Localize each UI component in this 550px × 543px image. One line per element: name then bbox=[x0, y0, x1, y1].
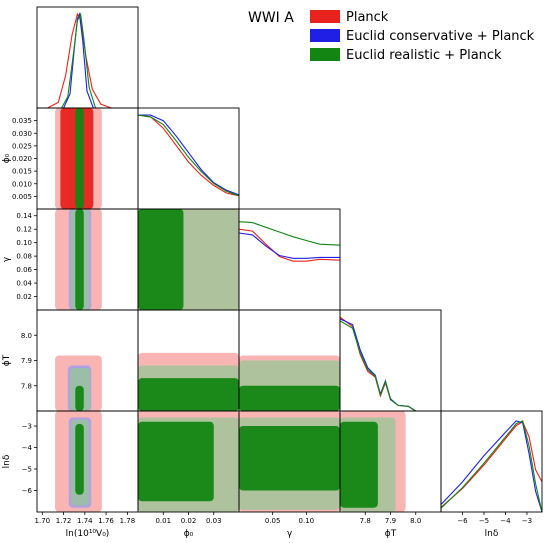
marginal-lndelta-planck bbox=[440, 421, 543, 508]
marginal-phiT-euclid-realistic-planck bbox=[339, 320, 417, 412]
contour-fills bbox=[55, 108, 406, 512]
y-tick-label-lndelta: −3 bbox=[22, 423, 32, 431]
x-axis-label-gamma: γ bbox=[287, 529, 293, 539]
y-tick-label-phi0: 0.035 bbox=[12, 117, 32, 125]
contour-phi0-lndelta-euclid-realistic-planck-68 bbox=[138, 421, 214, 502]
y-tick-label-gamma: 0.06 bbox=[16, 266, 32, 274]
panel-lndelta-lndelta bbox=[440, 410, 543, 513]
y-tick-label-phi0: 0.005 bbox=[12, 193, 32, 201]
contour-lnV0-gamma-euclid-realistic-planck-68 bbox=[75, 209, 84, 310]
contour-lnV0-phiT-euclid-realistic-planck-68 bbox=[75, 385, 84, 411]
y-tick-label-phi0: 0.010 bbox=[12, 180, 32, 188]
x-tick-label-gamma: 0.10 bbox=[299, 517, 315, 525]
x-tick-label-phi0: 0.03 bbox=[206, 517, 222, 525]
marginal-curves bbox=[47, 12, 543, 513]
x-tick-label-phi0: 0.02 bbox=[181, 517, 197, 525]
x-axis-label-phiT: ϕT bbox=[385, 529, 397, 539]
x-axis-label-lndelta: lnδ bbox=[485, 529, 499, 539]
contour-lnV0-phi0-euclid-realistic-planck-68 bbox=[75, 108, 84, 209]
y-axis-label-gamma: γ bbox=[2, 256, 12, 262]
y-tick-label-phi0: 0.030 bbox=[12, 130, 32, 138]
x-tick-label-lnV0: 1.78 bbox=[120, 517, 136, 525]
y-axis-label-phi0: ϕ₀ bbox=[2, 153, 12, 163]
marginal-gamma-planck bbox=[238, 228, 341, 262]
marginal-lnV0-euclid-conservative-planck bbox=[63, 12, 94, 109]
y-tick-label-lndelta: −5 bbox=[22, 466, 32, 474]
x-tick-label-phiT: 8.0 bbox=[410, 517, 421, 525]
y-tick-label-phi0: 0.015 bbox=[12, 168, 32, 176]
y-axis-label-phiT: ϕT bbox=[2, 354, 12, 366]
legend-label-euclid-realistic: Euclid realistic + Planck bbox=[346, 48, 502, 63]
y-tick-label-gamma: 0.08 bbox=[16, 253, 32, 261]
contour-gamma-lndelta-euclid-realistic-planck-68 bbox=[239, 426, 340, 491]
y-axis-label-lndelta: lnδ bbox=[2, 454, 12, 468]
y-tick-label-phi0: 0.025 bbox=[12, 142, 32, 150]
contour-gamma-phiT-euclid-realistic-planck-68 bbox=[239, 385, 340, 411]
contour-phi0-gamma-euclid-realistic-planck-68 bbox=[138, 209, 184, 310]
legend-swatch-euclid-realistic bbox=[310, 48, 340, 61]
legend-label-planck: Planck bbox=[346, 10, 389, 25]
axis-labels: ln(10¹⁰V₀) ϕ₀ γ ϕT lnδ ϕ₀ γ ϕT lnδ bbox=[2, 153, 499, 539]
y-tick-label-gamma: 0.14 bbox=[16, 212, 32, 220]
x-tick-label-phiT: 7.9 bbox=[385, 517, 396, 525]
marginal-gamma-euclid-conservative-planck bbox=[238, 232, 340, 259]
marginal-lnV0-euclid-realistic-planck bbox=[61, 12, 97, 109]
x-tick-label-phi0: 0.01 bbox=[155, 517, 171, 525]
x-tick-label-lndelta: −6 bbox=[457, 517, 468, 525]
marginal-phi0-euclid-conservative-planck bbox=[138, 114, 240, 196]
y-tick-label-lndelta: −6 bbox=[22, 487, 33, 495]
y-tick-label-gamma: 0.02 bbox=[16, 293, 32, 301]
marginal-lndelta-euclid-conservative-planck bbox=[440, 420, 543, 513]
chart-title: WWI A bbox=[248, 10, 294, 26]
marginal-gamma-euclid-realistic-planck bbox=[238, 221, 341, 246]
x-axis-label-lnV0: ln(10¹⁰V₀) bbox=[66, 529, 110, 539]
y-tick-label-phiT: 7.9 bbox=[21, 357, 32, 365]
x-tick-label-lnV0: 1.76 bbox=[98, 517, 114, 525]
contour-phi0-phiT-euclid-realistic-planck-68 bbox=[138, 378, 239, 411]
y-tick-label-gamma: 0.10 bbox=[16, 239, 32, 247]
x-tick-label-lnV0: 1.72 bbox=[56, 517, 72, 525]
marginal-phiT-euclid-conservative-planck bbox=[339, 318, 417, 412]
axis-ticks: 1.70 1.72 1.74 1.76 1.78 0.01 0.02 0.03 0.05 0.10… bbox=[12, 117, 532, 525]
x-axis-label-phi0: ϕ₀ bbox=[184, 529, 194, 539]
y-tick-label-gamma: 0.12 bbox=[16, 226, 32, 234]
x-tick-label-lnV0: 1.70 bbox=[35, 517, 51, 525]
x-tick-label-lndelta: −3 bbox=[522, 517, 532, 525]
x-tick-label-lnV0: 1.74 bbox=[77, 517, 93, 525]
legend: Planck Euclid conservative + Planck Eucl… bbox=[310, 10, 535, 63]
contour-lnV0-lndelta-euclid-realistic-planck-68 bbox=[75, 423, 84, 495]
legend-swatch-euclid-conservative bbox=[310, 29, 340, 42]
panel-phi0-phi0 bbox=[137, 107, 240, 210]
panel-phiT-phiT bbox=[339, 309, 442, 412]
contour-phiT-lndelta-euclid-realistic-planck-68 bbox=[340, 421, 378, 508]
marginal-lndelta-euclid-realistic-planck bbox=[440, 420, 543, 513]
marginal-phi0-euclid-realistic-planck bbox=[137, 114, 240, 197]
y-tick-label-phi0: 0.020 bbox=[12, 155, 32, 163]
marginal-phiT-planck bbox=[339, 316, 417, 412]
y-tick-label-phiT: 7.8 bbox=[21, 382, 32, 390]
legend-label-euclid-conservative: Euclid conservative + Planck bbox=[346, 29, 535, 44]
marginal-phi0-planck bbox=[137, 114, 240, 197]
marginal-lnV0-planck bbox=[47, 12, 112, 109]
legend-swatch-planck bbox=[310, 10, 340, 23]
y-tick-label-phiT: 8.0 bbox=[21, 332, 32, 340]
x-tick-label-lndelta: −4 bbox=[500, 517, 511, 525]
y-tick-label-gamma: 0.04 bbox=[16, 280, 32, 288]
x-tick-label-lndelta: −5 bbox=[479, 517, 489, 525]
y-tick-label-lndelta: −4 bbox=[22, 444, 33, 452]
x-tick-label-gamma: 0.05 bbox=[265, 517, 281, 525]
x-tick-label-phiT: 7.8 bbox=[360, 517, 371, 525]
